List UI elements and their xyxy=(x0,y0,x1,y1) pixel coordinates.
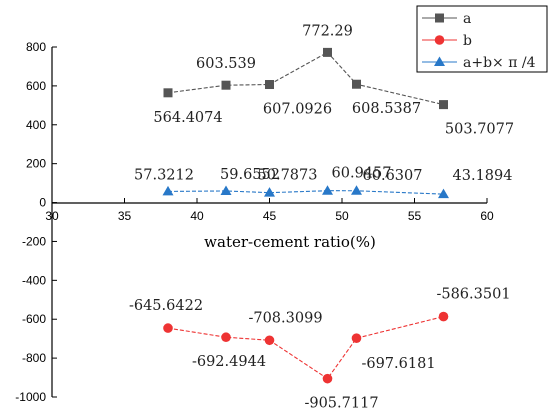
data-point xyxy=(220,185,232,195)
data-point xyxy=(322,185,333,195)
x-tick-label: 35 xyxy=(118,209,132,223)
data-label: 608.5387 xyxy=(352,101,421,117)
data-point xyxy=(163,88,173,98)
y-tick-label: -1000 xyxy=(15,390,46,404)
series-layer xyxy=(162,47,449,384)
data-label: 603.539 xyxy=(196,56,256,72)
legend-entry-label: b xyxy=(463,33,472,49)
data-point xyxy=(221,80,231,90)
x-axis-title-group: water-cement ratio(%) xyxy=(204,233,376,251)
data-label: 50.7873 xyxy=(258,168,318,184)
data-point xyxy=(163,323,173,333)
data-label: 60.6307 xyxy=(363,168,423,184)
y-tick-label: -600 xyxy=(22,312,46,326)
x-tick-label: 40 xyxy=(190,209,204,223)
data-point xyxy=(322,373,333,384)
legend-marker xyxy=(435,13,444,23)
data-label: 60.9457 xyxy=(332,166,392,182)
data-label: -905.7117 xyxy=(304,396,378,412)
x-tick-label: 30 xyxy=(45,209,59,223)
y-tick-label: 800 xyxy=(26,40,46,54)
data-label: 503.7077 xyxy=(445,122,514,138)
data-label: 772.29 xyxy=(302,23,353,39)
y-tick-label: 200 xyxy=(26,157,46,171)
y-tick-label: -800 xyxy=(22,351,46,365)
data-label: -708.3099 xyxy=(248,310,322,326)
data-label: -697.6181 xyxy=(361,356,435,372)
data-label: 43.1894 xyxy=(453,168,513,184)
y-tick-label: -200 xyxy=(22,234,46,248)
data-label: -692.4944 xyxy=(192,354,266,370)
series-1 xyxy=(163,47,448,110)
series-line xyxy=(167,190,444,195)
data-point xyxy=(221,332,231,343)
x-tick-label: 45 xyxy=(263,209,277,223)
legend-marker xyxy=(434,56,445,66)
data-label: -645.6422 xyxy=(129,298,203,314)
data-labels-layer: 564.4074 603.539 607.0926 772.29 608.5387 503… xyxy=(129,23,514,411)
data-point xyxy=(351,333,362,344)
legend-entry-label: a xyxy=(463,11,471,27)
x-axis-title: water-cement ratio(%) xyxy=(204,233,376,251)
data-point xyxy=(438,311,449,322)
data-label: 57.3212 xyxy=(134,167,194,183)
series-line xyxy=(167,316,444,380)
x-tick-label: 60 xyxy=(480,209,494,223)
y-tick-label: 0 xyxy=(39,196,46,210)
data-point xyxy=(351,185,362,195)
x-tick-label: 50 xyxy=(335,209,349,223)
data-point xyxy=(264,335,275,346)
series-3 xyxy=(162,185,449,199)
x-tick-label: 55 xyxy=(408,209,422,223)
data-point xyxy=(162,185,174,196)
data-label: 607.0926 xyxy=(263,102,332,118)
data-point xyxy=(323,47,332,57)
legend-entry-label: a+b× π /4 xyxy=(463,55,536,71)
data-label: 564.4074 xyxy=(153,110,222,126)
series-2 xyxy=(163,311,449,384)
legend-marker xyxy=(434,35,445,45)
axes: 800 600 400 200 0 -200 -400 -600 -800 -1000 30 35 40… xyxy=(15,40,494,404)
series-line xyxy=(167,51,444,106)
data-point xyxy=(265,80,274,90)
data-label: 59.6552 xyxy=(220,167,280,183)
y-tick-label: 400 xyxy=(26,118,46,132)
data-point xyxy=(439,100,448,110)
data-point xyxy=(438,188,449,199)
y-tick-label: -400 xyxy=(22,273,46,287)
y-tick-label: 600 xyxy=(26,79,46,93)
data-point xyxy=(352,79,361,89)
data-label: -586.3501 xyxy=(436,287,510,303)
legend: ab a+b× π /4 xyxy=(416,5,548,73)
data-point xyxy=(264,187,275,197)
